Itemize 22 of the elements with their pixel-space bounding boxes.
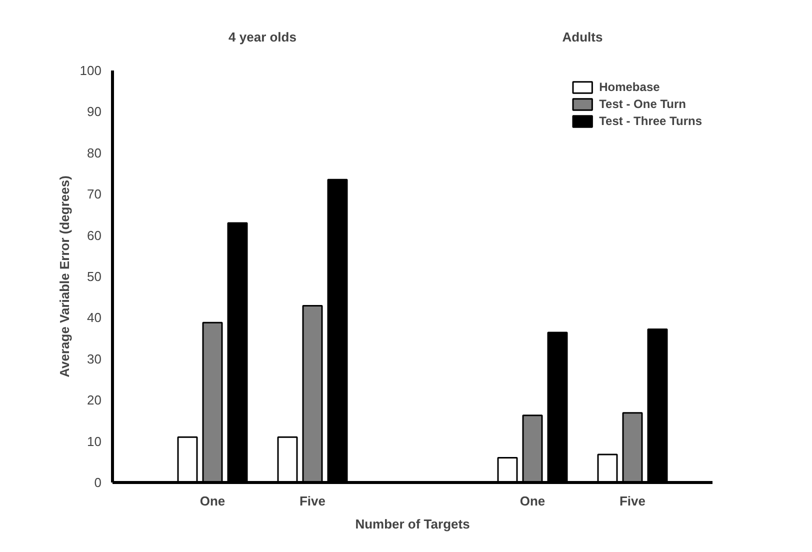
y-tick-label: 30 <box>87 351 102 366</box>
text: 4 year olds <box>228 30 296 44</box>
y-tick-label: 100 <box>80 63 102 78</box>
y-tick-label: 20 <box>87 392 102 408</box>
y-tick-label: 10 <box>87 434 102 449</box>
legend-label: Test - Three Turns <box>599 114 702 128</box>
y-tick-label: 90 <box>87 104 102 120</box>
x-tick-label: Five <box>299 494 326 508</box>
x-tick-label: Five <box>619 494 646 508</box>
x-axis-title: Number of Targets <box>355 516 470 532</box>
y-tick-label: 70 <box>87 186 102 202</box>
x-tick-label: One <box>520 494 546 508</box>
y-tick-label: 80 <box>87 145 102 160</box>
y-axis-title: Average Variable Error (degrees) <box>56 176 72 378</box>
legend-label: Homebase <box>599 80 660 94</box>
y-tick-label: 60 <box>87 228 102 243</box>
x-tick-label: One <box>200 494 226 508</box>
legend-label: Test - One Turn <box>599 97 686 111</box>
text: Adults <box>562 30 603 44</box>
y-tick-label: 0 <box>94 475 102 490</box>
y-tick-label: 40 <box>87 310 102 326</box>
y-tick-label: 50 <box>87 269 102 284</box>
